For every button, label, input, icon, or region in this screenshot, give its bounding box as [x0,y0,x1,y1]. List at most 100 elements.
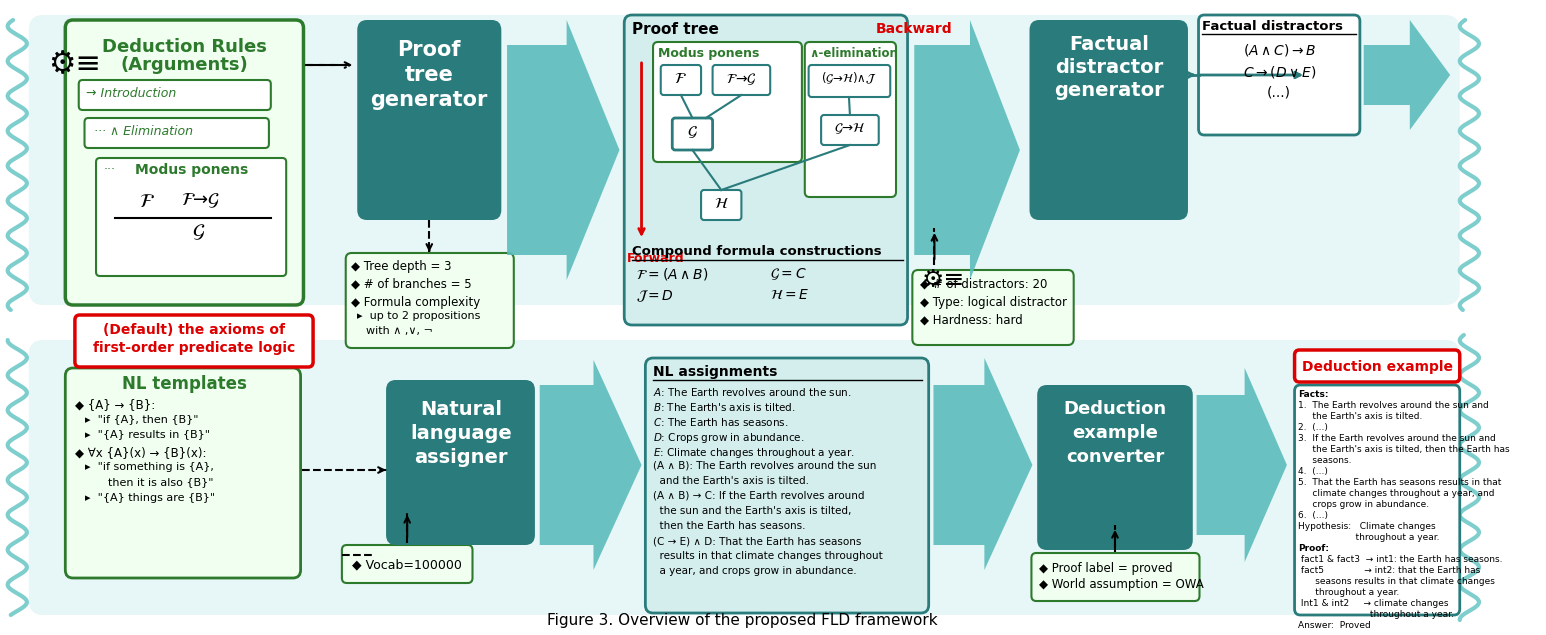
Text: NL assignments: NL assignments [652,365,778,379]
FancyBboxPatch shape [29,15,1459,305]
Text: Natural: Natural [421,400,502,419]
Polygon shape [540,360,642,570]
Polygon shape [914,20,1020,280]
FancyBboxPatch shape [346,253,513,348]
Text: ▸  "if something is {A},: ▸ "if something is {A}, [85,462,213,472]
Text: ⚙≡: ⚙≡ [921,268,965,292]
FancyBboxPatch shape [821,115,878,145]
Text: $C\to (D\vee E)$: $C\to (D\vee E)$ [1243,64,1316,80]
Text: Deduction Rules: Deduction Rules [102,38,267,56]
FancyBboxPatch shape [65,20,303,305]
Text: 4.  (...): 4. (...) [1299,467,1328,476]
Text: Factual: Factual [1070,35,1149,54]
Text: fact5              → int2: that the Earth has: fact5 → int2: that the Earth has [1299,566,1481,575]
FancyBboxPatch shape [713,65,770,95]
Text: $\mathcal{F}=(A\wedge B)$: $\mathcal{F}=(A\wedge B)$ [635,266,708,282]
Text: ◆ World assumption = OWA: ◆ World assumption = OWA [1039,578,1204,591]
Text: Proof tree: Proof tree [632,22,719,37]
Text: Modus ponens: Modus ponens [659,47,759,60]
FancyBboxPatch shape [805,42,897,197]
FancyBboxPatch shape [912,270,1073,345]
FancyBboxPatch shape [1031,553,1200,601]
Text: $\mathcal{F}$→$\mathcal{G}$: $\mathcal{F}$→$\mathcal{G}$ [727,71,756,87]
Text: $\mathcal{G}$: $\mathcal{G}$ [686,124,697,140]
Text: → Introduction: → Introduction [87,87,176,100]
Text: Figure 3. Overview of the proposed FLD framework: Figure 3. Overview of the proposed FLD f… [547,613,938,628]
FancyBboxPatch shape [652,42,802,162]
Text: the sun and the Earth's axis is tilted,: the sun and the Earth's axis is tilted, [652,506,852,516]
Text: Forward: Forward [628,252,685,265]
Text: Proof:: Proof: [1299,544,1330,553]
Text: then the Earth has seasons.: then the Earth has seasons. [652,521,805,531]
Text: 3.  If the Earth revolves around the sun and: 3. If the Earth revolves around the sun … [1299,434,1497,443]
Text: $\mathcal{G}=C$: $\mathcal{G}=C$ [770,266,807,282]
FancyBboxPatch shape [357,20,501,220]
FancyBboxPatch shape [1037,385,1194,550]
Text: ◆ Proof label = proved: ◆ Proof label = proved [1039,562,1173,575]
Text: seasons.: seasons. [1299,456,1351,465]
Text: ◆ Formula complexity: ◆ Formula complexity [351,296,479,309]
Text: ▸  "if {A}, then {B}": ▸ "if {A}, then {B}" [85,414,198,424]
Text: Backward: Backward [877,22,952,36]
Text: $\mathcal{G}$→$\mathcal{H}$: $\mathcal{G}$→$\mathcal{H}$ [833,121,866,135]
Text: ◆ {A} → {B}:: ◆ {A} → {B}: [74,398,155,411]
Text: $\mathit{B}$: The Earth's axis is tilted.: $\mathit{B}$: The Earth's axis is tilted… [652,401,796,413]
FancyBboxPatch shape [65,368,300,578]
Text: Compound formula constructions: Compound formula constructions [632,245,881,258]
Text: distractor: distractor [1054,58,1163,77]
Text: ◆ Hardness: hard: ◆ Hardness: hard [920,314,1023,327]
Text: $\mathcal{J}=D$: $\mathcal{J}=D$ [635,288,674,304]
Text: (...): (...) [1268,86,1291,100]
Text: NL templates: NL templates [122,375,247,393]
Text: $\mathit{A}$: The Earth revolves around the sun.: $\mathit{A}$: The Earth revolves around … [652,386,852,398]
Text: $\mathit{C}$: The Earth has seasons.: $\mathit{C}$: The Earth has seasons. [652,416,788,428]
Text: throughout a year.: throughout a year. [1299,610,1455,619]
Text: (C → E) ∧ D: That the Earth has seasons: (C → E) ∧ D: That the Earth has seasons [652,536,861,546]
Text: Proof: Proof [397,40,461,60]
Text: throughout a year.: throughout a year. [1299,533,1439,542]
Text: first-order predicate logic: first-order predicate logic [93,341,295,355]
FancyBboxPatch shape [29,340,1459,615]
Polygon shape [934,358,1033,570]
Text: ▸  "{A} things are {B}": ▸ "{A} things are {B}" [85,493,215,503]
Text: $(A\wedge C)\to B$: $(A\wedge C)\to B$ [1243,42,1316,58]
Text: example: example [1071,424,1158,442]
Text: ◆ # of branches = 5: ◆ # of branches = 5 [351,278,472,291]
Text: Modus ponens: Modus ponens [136,163,249,177]
Text: ◆ Tree depth = 3: ◆ Tree depth = 3 [351,260,451,273]
FancyBboxPatch shape [660,65,700,95]
Text: 2.  (...): 2. (...) [1299,423,1328,432]
Polygon shape [1364,20,1450,130]
Text: ···: ··· [104,163,116,176]
Text: Int1 & int2     → climate changes: Int1 & int2 → climate changes [1299,599,1449,608]
Text: (Arguments): (Arguments) [121,56,249,74]
Text: generator: generator [371,90,489,110]
Text: with ∧ ,∨, ¬: with ∧ ,∨, ¬ [366,326,433,336]
FancyBboxPatch shape [342,545,473,583]
Text: generator: generator [1054,81,1164,100]
Text: $\mathcal{F}$→$\mathcal{G}$: $\mathcal{F}$→$\mathcal{G}$ [181,192,220,210]
Text: ◆ # of distractors: 20: ◆ # of distractors: 20 [920,278,1047,291]
Text: tree: tree [405,65,453,85]
Text: throughout a year.: throughout a year. [1299,588,1399,597]
Polygon shape [507,20,620,280]
Text: 5.  That the Earth has seasons results in that: 5. That the Earth has seasons results in… [1299,478,1501,487]
Text: (A ∧ B) → C: If the Earth revolves around: (A ∧ B) → C: If the Earth revolves aroun… [652,491,864,501]
Text: Deduction example: Deduction example [1302,360,1453,374]
Text: ◆ ∀x {A}(x) → {B}(x):: ◆ ∀x {A}(x) → {B}(x): [74,446,207,459]
Polygon shape [1197,368,1286,562]
Text: crops grow in abundance.: crops grow in abundance. [1299,500,1430,509]
Text: $\mathit{E}$: Climate changes throughout a year.: $\mathit{E}$: Climate changes throughout… [652,446,855,460]
Text: Deduction: Deduction [1064,400,1167,418]
FancyBboxPatch shape [700,190,742,220]
FancyBboxPatch shape [79,80,271,110]
Text: Answer:  Proved: Answer: Proved [1299,621,1371,630]
Text: ⚙≡: ⚙≡ [48,50,100,79]
Text: $\mathcal{H}$: $\mathcal{H}$ [714,196,728,211]
Text: ▸  up to 2 propositions: ▸ up to 2 propositions [357,311,481,321]
Text: 6.  (...): 6. (...) [1299,511,1328,520]
Text: then it is also {B}": then it is also {B}" [108,477,213,487]
FancyBboxPatch shape [386,380,535,545]
Text: $\mathcal{F}$: $\mathcal{F}$ [674,71,688,86]
FancyBboxPatch shape [809,65,890,97]
